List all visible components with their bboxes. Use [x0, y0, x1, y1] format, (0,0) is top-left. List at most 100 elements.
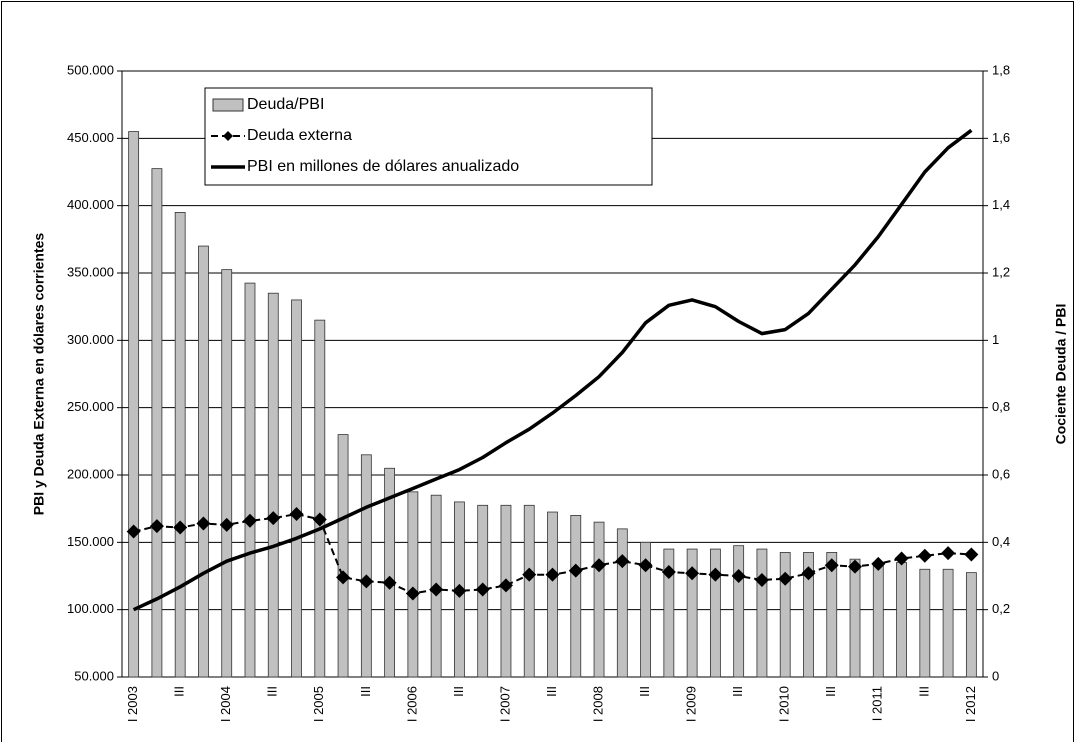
bar: [616, 528, 628, 678]
marker: [568, 563, 583, 578]
y2-tick-label: 1,6: [992, 130, 1010, 145]
marker: [196, 516, 211, 531]
marker: [545, 567, 560, 582]
marker: [522, 567, 537, 582]
bar: [849, 558, 861, 678]
bar: [942, 568, 954, 678]
x-tick-label: III: [916, 686, 931, 697]
marker: [429, 582, 444, 597]
line: [132, 128, 973, 612]
marker: [731, 569, 746, 583]
x-tick-label: I 2008: [590, 686, 605, 722]
bar: [593, 521, 605, 678]
y2-axis-title: Cociente Deuda / PBI: [1053, 304, 1069, 445]
bar: [756, 548, 768, 678]
y-tick-label: 350.000: [67, 264, 114, 279]
marker: [173, 520, 188, 535]
y-tick-label: 100.000: [67, 601, 114, 616]
bar: [360, 454, 372, 678]
x-tick-label: I 2003: [125, 686, 140, 722]
marker: [289, 507, 304, 522]
x-tick-label: I 2006: [404, 686, 419, 722]
bar: [291, 299, 302, 678]
marker: [359, 574, 374, 589]
x-tick-label: I 2012: [963, 686, 978, 722]
x-tick-label: III: [544, 686, 559, 697]
bar: [128, 131, 140, 678]
x-tick-label: III: [637, 686, 652, 697]
marker: [149, 519, 164, 534]
marker: [754, 573, 769, 588]
bar: [896, 562, 907, 678]
marker: [941, 546, 956, 561]
marker: [708, 567, 723, 582]
marker: [405, 586, 420, 601]
marker: [661, 564, 676, 579]
bar: [570, 515, 582, 678]
x-tick-label: III: [730, 686, 745, 697]
bar: [709, 548, 721, 678]
y2-tick-label: 1,2: [992, 264, 1010, 279]
bar: [640, 541, 651, 678]
marker: [917, 548, 932, 563]
marker: [801, 566, 816, 581]
x-tick-label: III: [265, 686, 280, 697]
bar: [803, 552, 814, 678]
y2-tick-label: 0: [992, 668, 999, 683]
y-tick-label: 500.000: [67, 62, 114, 77]
y-axis-title: PBI y Deuda Externa en dólares corriente…: [31, 233, 47, 516]
marker: [498, 578, 513, 593]
legend-marker: [223, 131, 233, 141]
y-tick-label: 150.000: [67, 534, 114, 549]
x-tick-label: I 2011: [870, 686, 885, 721]
bar: [872, 562, 884, 678]
marker: [778, 571, 793, 586]
x-tick-label: III: [172, 686, 187, 697]
marker: [894, 551, 909, 566]
bar: [779, 552, 791, 678]
marker: [242, 513, 257, 528]
bar: [826, 552, 838, 678]
bar: [198, 245, 209, 678]
grid: [122, 70, 983, 678]
x-tick-label: III: [451, 686, 466, 697]
marker: [219, 517, 234, 532]
bar: [686, 548, 698, 678]
bar: [174, 211, 186, 678]
y-tick-label: 300.000: [67, 332, 114, 347]
legend-swatch: [212, 98, 244, 112]
bar: [384, 467, 396, 678]
y2-tick-label: 0,2: [992, 601, 1010, 616]
bar: [663, 548, 675, 678]
bar: [337, 434, 349, 678]
y-tick-label: 450.000: [67, 130, 114, 145]
bar: [523, 504, 535, 678]
x-tick-label: I 2009: [684, 686, 699, 722]
legend-box: [204, 87, 653, 186]
y2-tick-label: 1: [992, 332, 999, 347]
y2-tick-label: 1,8: [992, 62, 1010, 77]
marker: [824, 558, 839, 573]
marker: [475, 582, 490, 597]
x-tick-label: I 2010: [777, 686, 792, 722]
marker: [615, 554, 630, 569]
bar: [221, 269, 233, 678]
y-tick-label: 250.000: [67, 399, 114, 414]
marker: [312, 512, 327, 527]
bar: [151, 168, 163, 678]
bar: [733, 545, 745, 678]
x-tick-label: III: [823, 686, 838, 697]
y-tick-label: 400.000: [67, 197, 114, 212]
marker: [126, 524, 141, 539]
bar: [267, 292, 279, 678]
bar: [244, 282, 256, 678]
marker: [382, 575, 397, 590]
x-tick-label: I 2007: [497, 686, 512, 722]
marker: [638, 558, 653, 573]
x-tick-label: I 2004: [218, 686, 233, 722]
bar: [547, 511, 558, 678]
legend-label: Deuda externa: [247, 127, 352, 144]
marker: [685, 566, 700, 581]
y-tick-label: 50.000: [74, 668, 114, 683]
